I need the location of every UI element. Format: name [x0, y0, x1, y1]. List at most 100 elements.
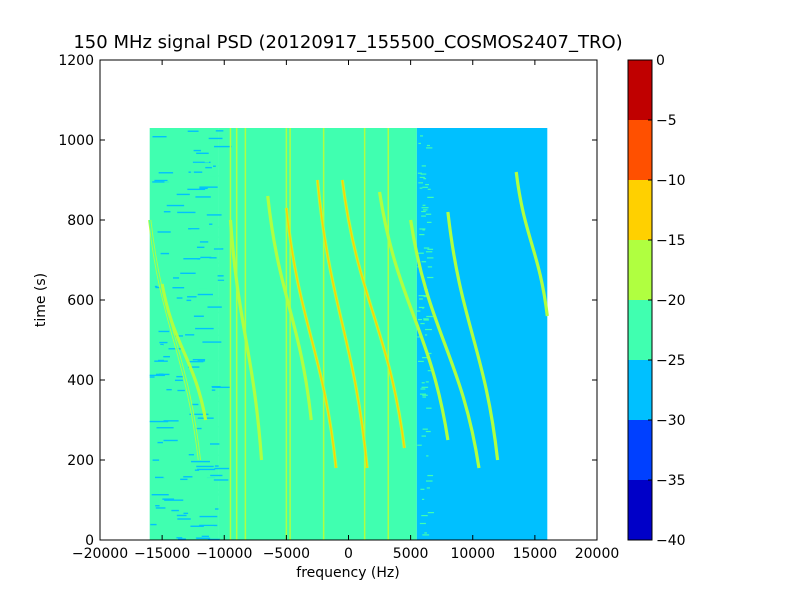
noise-streak	[215, 267, 232, 269]
edge-speckle	[425, 184, 430, 186]
heatmap-region-2	[416, 128, 548, 540]
edge-speckle	[418, 306, 425, 309]
noise-streak	[193, 331, 205, 334]
edge-speckle	[419, 393, 426, 395]
noise-streak	[210, 259, 225, 261]
noise-streak	[195, 427, 202, 430]
colorbar-band	[628, 60, 652, 120]
noise-streak	[204, 494, 222, 496]
noise-streak	[211, 389, 216, 391]
noise-streak	[154, 285, 158, 288]
noise-streak	[194, 164, 212, 166]
noise-streak	[157, 231, 171, 233]
noise-streak	[187, 188, 206, 191]
noise-streak	[216, 426, 228, 428]
edge-speckle	[421, 382, 425, 384]
edge-speckle	[423, 247, 430, 249]
edge-speckle	[423, 178, 427, 180]
noise-streak	[196, 213, 207, 216]
noise-streak	[192, 172, 208, 175]
noise-streak	[183, 494, 187, 496]
edge-speckle	[422, 307, 425, 309]
noise-streak	[196, 249, 200, 251]
edge-speckle	[426, 257, 434, 259]
noise-streak	[210, 395, 223, 397]
edge-speckle	[422, 204, 426, 206]
noise-streak	[215, 236, 230, 238]
noise-streak	[153, 501, 157, 503]
noise-streak	[190, 525, 204, 527]
noise-streak	[212, 278, 229, 280]
noise-streak	[196, 152, 209, 155]
doppler-track	[447, 211, 499, 461]
edge-speckle	[426, 147, 433, 149]
noise-streak	[149, 420, 169, 423]
noise-streak	[188, 228, 200, 230]
noise-streak	[191, 473, 207, 476]
noise-streak	[177, 538, 186, 540]
noise-streak	[206, 214, 222, 216]
noise-streak	[204, 513, 211, 515]
edge-speckle	[423, 318, 429, 320]
noise-streak	[163, 346, 167, 348]
noise-streak	[156, 187, 165, 189]
edge-speckle	[420, 488, 425, 490]
edge-speckle	[417, 172, 422, 174]
doppler-track	[341, 179, 406, 449]
noise-streak	[181, 135, 199, 138]
noise-streak	[199, 524, 218, 527]
noise-streak	[201, 526, 214, 528]
colorbar-band	[628, 180, 652, 240]
noise-streak	[196, 537, 211, 540]
noise-streak	[186, 360, 204, 363]
edge-speckle	[421, 165, 426, 167]
noise-streak	[213, 165, 216, 167]
noise-streak	[176, 297, 183, 299]
noise-streak	[207, 538, 220, 540]
noise-streak	[204, 477, 225, 479]
noise-streak	[199, 186, 218, 188]
doppler-track	[409, 219, 480, 469]
edge-speckle	[426, 407, 432, 409]
noise-streak	[215, 130, 224, 132]
noise-streak	[212, 269, 228, 271]
noise-streak	[180, 272, 196, 274]
noise-streak	[210, 175, 229, 177]
noise-streak	[151, 350, 158, 352]
noise-streak	[191, 229, 204, 231]
noise-streak	[195, 196, 211, 198]
noise-streak	[191, 153, 204, 155]
y-axis: 0 200 400 600 800 1000 1200	[58, 53, 597, 549]
noise-streak	[194, 508, 205, 511]
noise-streak	[155, 507, 166, 509]
edge-speckle	[419, 176, 425, 179]
noise-streak	[165, 370, 183, 373]
noise-streak	[152, 459, 160, 461]
noise-streak	[208, 454, 226, 456]
edge-speckle	[424, 334, 428, 336]
edge-speckle	[418, 182, 423, 184]
noise-streak	[209, 257, 217, 259]
noise-streak	[212, 386, 231, 389]
noise-streak	[166, 388, 172, 391]
noise-streak	[187, 296, 197, 298]
noise-streak	[181, 240, 199, 242]
noise-streak	[177, 391, 193, 393]
edge-speckle	[419, 522, 426, 525]
edge-speckle	[422, 229, 425, 231]
edge-speckle	[418, 142, 421, 145]
noise-streak	[209, 223, 213, 225]
noise-streak	[152, 218, 166, 220]
y-tick-label: 0	[85, 533, 94, 549]
noise-streak	[154, 360, 168, 362]
edge-speckle	[421, 498, 425, 500]
edge-speckle	[426, 455, 429, 457]
noise-streak	[217, 262, 228, 264]
noise-streak	[192, 161, 211, 164]
edge-speckle	[417, 310, 421, 312]
y-tick-label: 800	[67, 213, 94, 229]
noise-streak	[195, 327, 214, 330]
noise-streak	[150, 523, 157, 526]
noise-streak	[189, 413, 209, 416]
colorbar-tick-label: −10	[656, 173, 686, 189]
